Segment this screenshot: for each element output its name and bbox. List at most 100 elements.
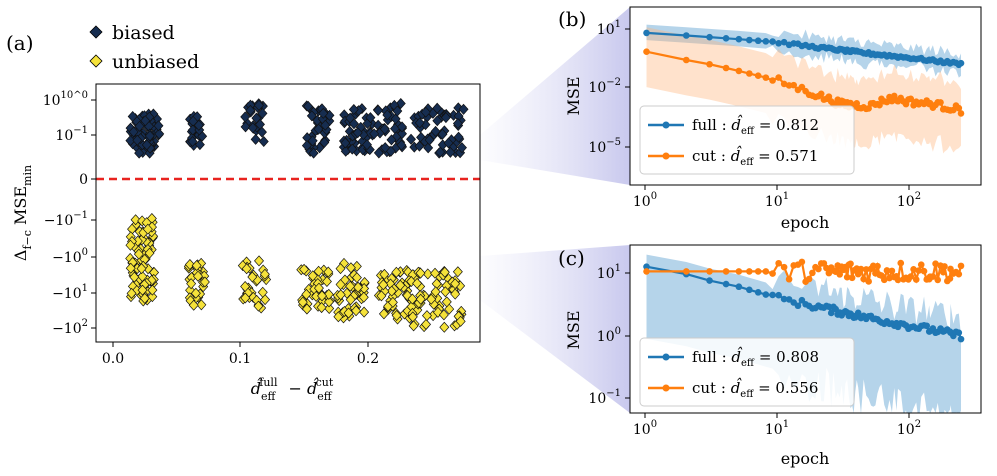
biased-point bbox=[306, 110, 317, 122]
cut-marker bbox=[941, 263, 948, 270]
unbiased-point bbox=[125, 239, 136, 251]
ytick-a-0: 1010^0 bbox=[43, 90, 88, 109]
cut-marker bbox=[706, 268, 713, 275]
xtick-c-0: 100 bbox=[633, 419, 657, 438]
biased-point bbox=[347, 143, 358, 155]
full-marker bbox=[762, 291, 770, 298]
biased-point bbox=[382, 109, 393, 121]
cut-marker bbox=[682, 56, 690, 64]
unbiased-point bbox=[422, 268, 433, 280]
cut-marker bbox=[946, 275, 954, 282]
cut-marker bbox=[883, 98, 891, 106]
full-marker bbox=[754, 37, 762, 45]
cut-marker bbox=[754, 268, 762, 275]
zoom-fan-upper bbox=[480, 7, 630, 185]
legend-c: full : d̂eff = 0.808 cut : d̂eff = 0.556 bbox=[639, 337, 855, 407]
biased-point bbox=[303, 100, 314, 112]
biased-point bbox=[435, 146, 446, 158]
unbiased-point bbox=[186, 278, 197, 290]
full-marker bbox=[923, 322, 931, 330]
cut-marker bbox=[876, 101, 883, 109]
legend-label-biased: biased bbox=[112, 22, 175, 44]
unbiased-point bbox=[450, 288, 461, 300]
unbiased-point bbox=[323, 266, 334, 278]
cut-marker bbox=[762, 74, 770, 81]
panel-label-a: (a) bbox=[6, 31, 34, 55]
cut-marker bbox=[735, 268, 743, 275]
biased-point bbox=[397, 128, 407, 140]
cut-marker bbox=[825, 93, 833, 100]
unbiased-point bbox=[430, 286, 441, 298]
xtick-c-2: 102 bbox=[897, 419, 921, 438]
biased-point bbox=[319, 136, 330, 149]
biased-point bbox=[373, 104, 384, 116]
biased-point bbox=[386, 134, 397, 146]
biased-point bbox=[391, 131, 402, 143]
cut-marker bbox=[857, 265, 865, 273]
x-ticks-a: 0.0 0.1 0.2 bbox=[102, 342, 379, 367]
biased-point bbox=[445, 146, 456, 158]
full-marker bbox=[780, 295, 788, 303]
full-marker bbox=[762, 38, 770, 45]
biased-point bbox=[257, 126, 267, 138]
full-marker bbox=[769, 291, 776, 299]
full-marker bbox=[957, 59, 965, 67]
unbiased-point bbox=[137, 270, 148, 282]
unbiased-point bbox=[387, 296, 398, 308]
biased-point bbox=[396, 139, 407, 151]
unbiased-point bbox=[359, 306, 370, 318]
unbiased-point bbox=[378, 279, 389, 291]
unbiased-point bbox=[333, 311, 344, 323]
cut-marker bbox=[907, 273, 915, 280]
unbiased-point bbox=[455, 315, 466, 327]
unbiased-point bbox=[193, 270, 203, 282]
unbiased-point bbox=[415, 293, 426, 305]
cut-marker bbox=[957, 110, 965, 117]
cut-marker bbox=[934, 276, 942, 284]
biased-point bbox=[194, 139, 205, 151]
cut-marker bbox=[874, 262, 881, 270]
biased-point bbox=[313, 123, 324, 135]
cut-marker bbox=[955, 270, 963, 278]
cut-marker bbox=[847, 260, 854, 268]
biased-point bbox=[414, 117, 425, 129]
cut-marker bbox=[780, 80, 788, 88]
unbiased-point bbox=[407, 293, 418, 305]
unbiased-point bbox=[316, 302, 327, 314]
biased-point bbox=[348, 118, 359, 130]
unbiased-point bbox=[130, 214, 141, 226]
biased-point bbox=[125, 135, 136, 147]
unbiased-point bbox=[353, 281, 364, 293]
full-band bbox=[646, 254, 962, 413]
cut-marker bbox=[769, 77, 776, 84]
cut-marker bbox=[722, 268, 730, 275]
cut-marker bbox=[798, 258, 806, 266]
biased-point bbox=[134, 120, 145, 132]
cut-marker bbox=[932, 260, 939, 267]
unbiased-point bbox=[247, 271, 258, 283]
biased-point bbox=[141, 139, 152, 151]
full-marker bbox=[706, 33, 713, 41]
cut-marker bbox=[643, 48, 650, 56]
cut-marker bbox=[746, 268, 753, 275]
biased-point bbox=[458, 103, 469, 115]
cut-marker bbox=[769, 270, 776, 277]
legend-a: biased unbiased bbox=[89, 22, 199, 73]
cut-marker bbox=[815, 265, 822, 273]
cut-marker bbox=[643, 268, 650, 275]
unbiased-point bbox=[297, 296, 308, 308]
lines-b bbox=[643, 29, 965, 117]
unbiased-point bbox=[391, 266, 402, 278]
full-marker bbox=[780, 38, 788, 46]
unbiased-point bbox=[345, 294, 356, 306]
ytick-a-4: −100 bbox=[52, 247, 88, 266]
legend-b-cut: cut : d̂eff = 0.571 bbox=[692, 146, 818, 168]
xtick-b-1: 101 bbox=[765, 191, 789, 210]
cut-marker bbox=[809, 269, 816, 277]
full-marker bbox=[955, 329, 963, 337]
unbiased-point bbox=[324, 296, 334, 308]
cut-marker bbox=[929, 273, 937, 280]
legend-b: full : d̂eff = 0.812 cut : d̂eff = 0.571 bbox=[639, 105, 855, 175]
full-marker bbox=[706, 277, 713, 284]
unbiased-point bbox=[324, 302, 335, 314]
